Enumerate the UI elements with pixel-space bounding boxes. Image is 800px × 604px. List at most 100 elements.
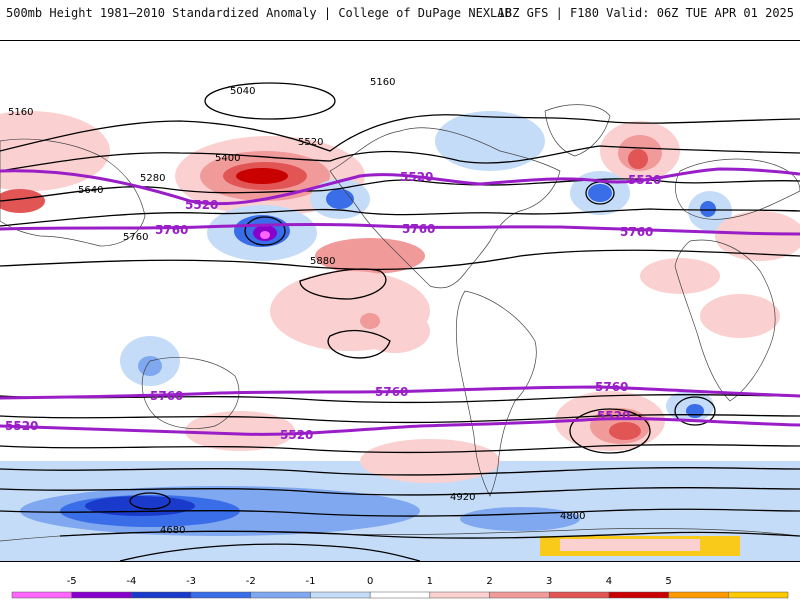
- contour-highlight-label: 5520: [628, 173, 661, 187]
- contour-5520-south: [0, 417, 800, 436]
- anomaly-negative-region: [326, 189, 354, 209]
- colorbar-tick-label: 0: [367, 576, 373, 587]
- colorbar-tick-label: 2: [486, 576, 492, 587]
- anomaly-positive-region: [560, 539, 700, 551]
- colorbar-tick-label: -1: [305, 576, 315, 587]
- anomaly-positive-region: [715, 211, 800, 261]
- contour-line: [0, 487, 800, 496]
- colorbar-tick-label: -4: [126, 576, 136, 587]
- anomaly-positive-region: [236, 168, 288, 184]
- anomaly-map: 5040 5160 5160 5280 5400 5520 5640 5760 …: [0, 77, 800, 561]
- contour-label: 5760: [123, 232, 148, 243]
- contour-highlight-label: 5760: [150, 389, 183, 403]
- contour-line: [244, 216, 286, 246]
- contour-labels: 5040 5160 5160 5280 5400 5520 5640 5760 …: [8, 77, 585, 536]
- contour-highlight-label: 5520: [185, 198, 218, 212]
- contour-highlight-label: 5520: [400, 170, 433, 184]
- anomaly-positive-region: [0, 189, 45, 213]
- colorbar-segment: [429, 591, 490, 599]
- contour-label: 5400: [215, 153, 240, 164]
- contour-highlight-label: 5520: [5, 419, 38, 433]
- highlight-labels: 5520 5520 5520 5760 5760 5760 5760 5760 …: [5, 170, 661, 442]
- colorbar-segment: [71, 591, 132, 599]
- anomaly-positive-region: [315, 238, 425, 274]
- contour-label: 5880: [310, 256, 335, 267]
- contour-line: [327, 329, 391, 359]
- contour-label: 5040: [230, 86, 255, 97]
- contour-line: [0, 249, 800, 271]
- colorbar-tick-label: -2: [246, 576, 256, 587]
- contour-line: [0, 444, 800, 454]
- colorbar-tick-label: -3: [186, 576, 196, 587]
- colorbar-segment: [131, 591, 192, 599]
- colorbar-segment: [310, 591, 371, 599]
- colorbar-segment: [668, 591, 729, 599]
- anomaly-positive-region: [360, 313, 380, 329]
- contour-line: [0, 178, 800, 202]
- contour-highlight-label: 5760: [595, 380, 628, 394]
- contour-line: [0, 414, 800, 424]
- contour-line: [569, 408, 651, 454]
- anomaly-negative-region: [700, 201, 716, 217]
- anomaly-positive-region: [360, 439, 500, 483]
- anomaly-shading: [0, 111, 800, 561]
- colorbar-segment: [190, 591, 252, 599]
- anomaly-negative-region: [85, 496, 195, 516]
- australia-coast: [141, 357, 240, 429]
- contour-highlight-label: 5760: [620, 225, 653, 239]
- anomaly-negative-region: [138, 356, 162, 376]
- contour-line: [119, 543, 421, 561]
- run-info: 18Z GFS | F180 Valid: 06Z TUE APR 01 202…: [497, 6, 794, 20]
- asia-coast: [0, 138, 146, 247]
- colorbar-segment: [728, 591, 789, 599]
- contour-line: [0, 145, 800, 172]
- anomaly-negative-region: [686, 404, 704, 418]
- colorbar-segment: [548, 591, 610, 599]
- contour-line: [0, 114, 800, 152]
- colorbar-svg: -5 -4 -3 -2 -1 0 1 2 3 4 5: [11, 576, 789, 599]
- colorbar-segment: [11, 591, 72, 599]
- contour-5760-south: [0, 385, 800, 400]
- contour-label: 4680: [160, 525, 185, 536]
- contour-highlight-label: 5760: [155, 223, 188, 237]
- colorbar-tick-label: 3: [546, 576, 552, 587]
- contour-label: 5640: [78, 185, 103, 196]
- contour-label: 5520: [298, 137, 323, 148]
- colorbar-tick-label: 5: [665, 576, 671, 587]
- contour-highlight-label: 5760: [375, 385, 408, 399]
- anomaly-positive-region: [700, 294, 780, 338]
- colorbar-labels: -5 -4 -3 -2 -1 0 1 2 3 4 5: [67, 576, 672, 587]
- contour-line: [59, 530, 800, 539]
- africa-coast: [674, 239, 776, 402]
- contour-line: [299, 268, 387, 300]
- highlight-contours: [0, 167, 800, 436]
- contour-label: 4800: [560, 511, 585, 522]
- contour-line: [0, 208, 800, 227]
- anomaly-positive-region: [609, 422, 641, 440]
- colorbar-segment: [250, 591, 311, 599]
- anomaly-positive-region: [640, 258, 720, 294]
- contour-highlight-label: 5520: [597, 409, 630, 423]
- colorbar-tick-label: 4: [606, 576, 612, 587]
- colorbar-tick-label: 1: [427, 576, 433, 587]
- colorbar-segments: [11, 591, 789, 599]
- map-panel: 5040 5160 5160 5280 5400 5520 5640 5760 …: [0, 40, 800, 562]
- contour-line: [0, 394, 800, 404]
- contour-line: [129, 492, 171, 510]
- anomaly-negative-region: [435, 111, 545, 171]
- contour-label: 4920: [450, 492, 475, 503]
- south-america-coast: [455, 290, 537, 497]
- contour-5520-north: [0, 167, 800, 206]
- north-america-coast: [329, 127, 561, 289]
- contour-5760-north: [0, 222, 800, 236]
- colorbar-segment: [489, 591, 550, 599]
- colorbar: -5 -4 -3 -2 -1 0 1 2 3 4 5: [0, 570, 800, 600]
- contour-label: 5160: [370, 77, 395, 88]
- anomaly-negative-region: [588, 184, 612, 202]
- contour-line: [204, 82, 336, 120]
- contour-line: [0, 467, 800, 476]
- anomaly-positive-region: [185, 411, 295, 451]
- height-contours: [0, 82, 800, 561]
- header: 500mb Height 1981–2010 Standardized Anom…: [0, 0, 800, 30]
- contour-highlight-label: 5520: [280, 428, 313, 442]
